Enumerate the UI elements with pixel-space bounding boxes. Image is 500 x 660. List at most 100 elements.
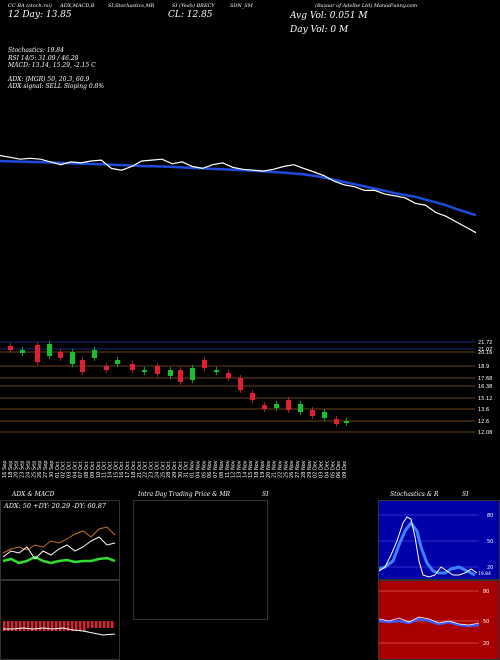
macd-bar [83,621,86,631]
candle [58,352,63,358]
macd-bar [103,621,106,628]
date-tick-label: 05 Nov [201,460,207,478]
date-tick-label: 21 Nov [272,460,278,478]
macd-bar [31,621,34,631]
macd-bar [11,621,14,631]
candle [298,404,303,412]
macd-bar [111,621,114,628]
macd-bar [67,621,70,631]
date-tick-label: 09 Oct [90,461,96,478]
date-tick-label: 16 Sep [2,461,8,478]
stochastics-value: Stochastics: 19.84 [8,47,64,54]
macd-bar [75,621,78,631]
adx-green-line [2,555,116,565]
macd-bar [59,621,62,631]
stoch-title: Stochastics & R [390,491,439,498]
candle [274,404,279,408]
date-tick-label: 11 Nov [225,460,231,478]
candle [310,410,315,416]
macd-bar [79,621,82,631]
indicator-block: Stochastics: 19.84 RSI 14/5: 31.09 / 46.… [8,47,104,91]
header-title-4: SI (Yeah) BRECY [172,3,215,9]
date-tick-label: 01 Oct [55,461,61,478]
candle [344,421,349,423]
date-tick-label: 23 Oct [149,461,155,478]
adx-panel: ADX: 50 +DY: 20.29 -DY: 60.87 [0,500,120,580]
adx-value: ADX: (MGR) 50, 20.3, 60.9 [8,75,90,83]
date-tick-label: 02 Oct [61,461,67,478]
adx-white-line [2,536,116,560]
date-tick-label: 10 Oct [96,461,102,478]
candle [104,366,109,370]
macd-bar [23,621,26,631]
stoch-k-line [379,516,478,578]
date-tick-label: 06 Dec [336,460,342,478]
candle [115,360,120,364]
date-tick-label: 18 Nov [254,460,260,478]
macd-bar [19,621,22,631]
date-tick-label: 07 Oct [78,461,84,478]
stoch-tick-20: 20 [487,565,493,571]
day-price: 12 Day: 13.85 [8,10,72,20]
candle [70,352,75,364]
rsi-panel: 80 50 20 [378,580,500,660]
stoch-title-si: SI [462,491,469,498]
candle [92,350,97,358]
date-tick-label: 01 Nov [190,460,196,478]
macd-bar [47,621,50,631]
rsi-value: RSI 14/5: 31.09 / 46.28 [8,54,79,62]
date-tick-label: 25 Nov [283,460,289,478]
date-tick-label: 19 Nov [260,460,266,478]
date-tick-label: 28 Nov [301,460,307,478]
adx-macd-title: ADX & MACD [12,491,55,498]
macd-bar [107,621,110,628]
date-tick-label: 30 Sep [49,461,55,478]
date-tick-label: 04 Nov [195,460,201,478]
date-tick-label: 16 Oct [119,461,125,478]
date-tick-label: 07 Nov [213,460,219,478]
price-level-label: 21.07 [478,347,492,353]
date-tick-label: 11 Oct [102,461,108,478]
macd-bar [51,621,54,631]
date-tick-label: 08 Oct [84,461,90,478]
macd-bar [43,621,46,631]
date-tick-label: 05 Dec [330,460,336,478]
date-tick-label: 24 Sep [25,461,31,478]
date-tick-label: 15 Nov [248,460,254,478]
price-level-label: 18.9 [478,364,489,370]
rsi-tick-50: 50 [483,619,489,625]
candle [262,405,267,409]
date-tick-label: 27 Nov [295,460,301,478]
candle [226,373,231,378]
header-title-3: SI,Stochastics,MR [108,3,155,9]
moving-average-line [0,159,477,217]
candle [238,378,243,390]
macd-bar [55,621,58,631]
avg-volume: Avg Vol: 0.051 M [290,11,368,21]
date-tick-label: 18 Oct [131,461,137,478]
macd-panel [0,580,120,660]
date-tick-label: 18 Sep [8,461,14,478]
rsi-white-line [379,616,480,626]
rsi-blue-line [379,617,480,628]
date-tick-label: 13 Nov [237,460,243,478]
date-tick-label: 20 Sep [14,461,20,478]
candle [202,360,207,368]
date-tick-label: 04 Oct [72,461,78,478]
stochastics-chart: 80 50 20 19.84 [379,513,493,578]
price-level-label: 12.6 [478,419,489,425]
macd-bar [95,621,98,628]
candle [214,370,219,372]
date-tick-label: 12 Nov [231,460,237,478]
date-tick-label: 15 Oct [113,461,119,478]
macd-chart [3,621,116,636]
intraday-panel [133,500,268,620]
intraday-title: Intra Day Trading Price & MR [138,491,231,498]
stoch-value-tag: 19.84 [478,571,491,577]
intraday-title-si: SI [262,491,269,498]
stoch-tick-50: 50 [487,539,493,545]
date-tick-label: 04 Dec [324,460,330,478]
date-tick-label: 06 Nov [207,460,213,478]
adx-readout: ADX: 50 +DY: 20.29 -DY: 60.87 [4,502,106,510]
